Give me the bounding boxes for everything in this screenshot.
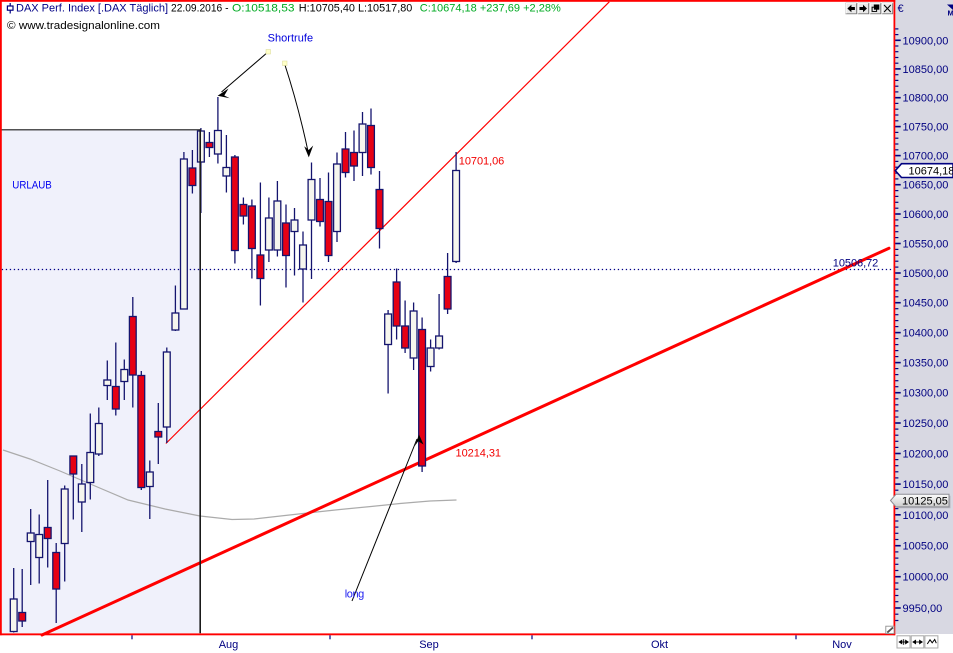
svg-text:10800,00: 10800,00 (903, 93, 949, 105)
svg-text:€: € (898, 3, 904, 15)
svg-text:10200,00: 10200,00 (903, 449, 949, 461)
svg-text:H:10705,40 L:10517,80: H:10705,40 L:10517,80 (299, 3, 413, 15)
svg-text:10674,18: 10674,18 (909, 166, 953, 178)
svg-text:10150,00: 10150,00 (903, 479, 949, 491)
svg-text:22.09.2016 -: 22.09.2016 - (171, 3, 229, 15)
svg-text:M: M (948, 9, 953, 18)
svg-text:10700,00: 10700,00 (903, 151, 949, 163)
svg-text:Shortrufe: Shortrufe (268, 33, 314, 45)
svg-text:10250,00: 10250,00 (903, 418, 949, 430)
svg-text:10900,00: 10900,00 (903, 35, 949, 47)
svg-text:Sep: Sep (419, 639, 439, 651)
svg-text:9950,00: 9950,00 (903, 603, 943, 615)
svg-text:10000,00: 10000,00 (903, 572, 949, 584)
svg-text:10506,72: 10506,72 (833, 258, 879, 270)
svg-text:10050,00: 10050,00 (903, 541, 949, 553)
svg-text:10450,00: 10450,00 (903, 298, 949, 310)
svg-text:10350,00: 10350,00 (903, 358, 949, 370)
svg-text:Aug: Aug (219, 639, 239, 651)
svg-text:© www.tradesignalonline.com: © www.tradesignalonline.com (7, 20, 160, 32)
svg-text:10100,00: 10100,00 (903, 510, 949, 522)
svg-text:10850,00: 10850,00 (903, 64, 949, 76)
svg-text:URLAUB: URLAUB (12, 180, 52, 192)
svg-text:10550,00: 10550,00 (903, 239, 949, 251)
svg-text:10650,00: 10650,00 (903, 180, 949, 192)
svg-text:10600,00: 10600,00 (903, 209, 949, 221)
svg-text:10750,00: 10750,00 (903, 122, 949, 134)
svg-text:10125,05: 10125,05 (902, 496, 948, 508)
svg-text:long: long (345, 589, 365, 601)
svg-text:10400,00: 10400,00 (903, 328, 949, 340)
svg-text:10500,00: 10500,00 (903, 268, 949, 280)
svg-text:10214,31: 10214,31 (456, 448, 502, 460)
svg-text:10300,00: 10300,00 (903, 388, 949, 400)
svg-text:C:10674,18 +237,69 +2,28%: C:10674,18 +237,69 +2,28% (420, 3, 561, 15)
svg-text:Nov: Nov (832, 639, 852, 651)
svg-text:Okt: Okt (651, 639, 668, 651)
svg-text:O:10518,53: O:10518,53 (232, 3, 295, 15)
svg-text:DAX Perf. Index [.DAX Täglich: DAX Perf. Index [.DAX Täglich] (16, 3, 168, 15)
svg-text:10701,06: 10701,06 (459, 156, 505, 168)
